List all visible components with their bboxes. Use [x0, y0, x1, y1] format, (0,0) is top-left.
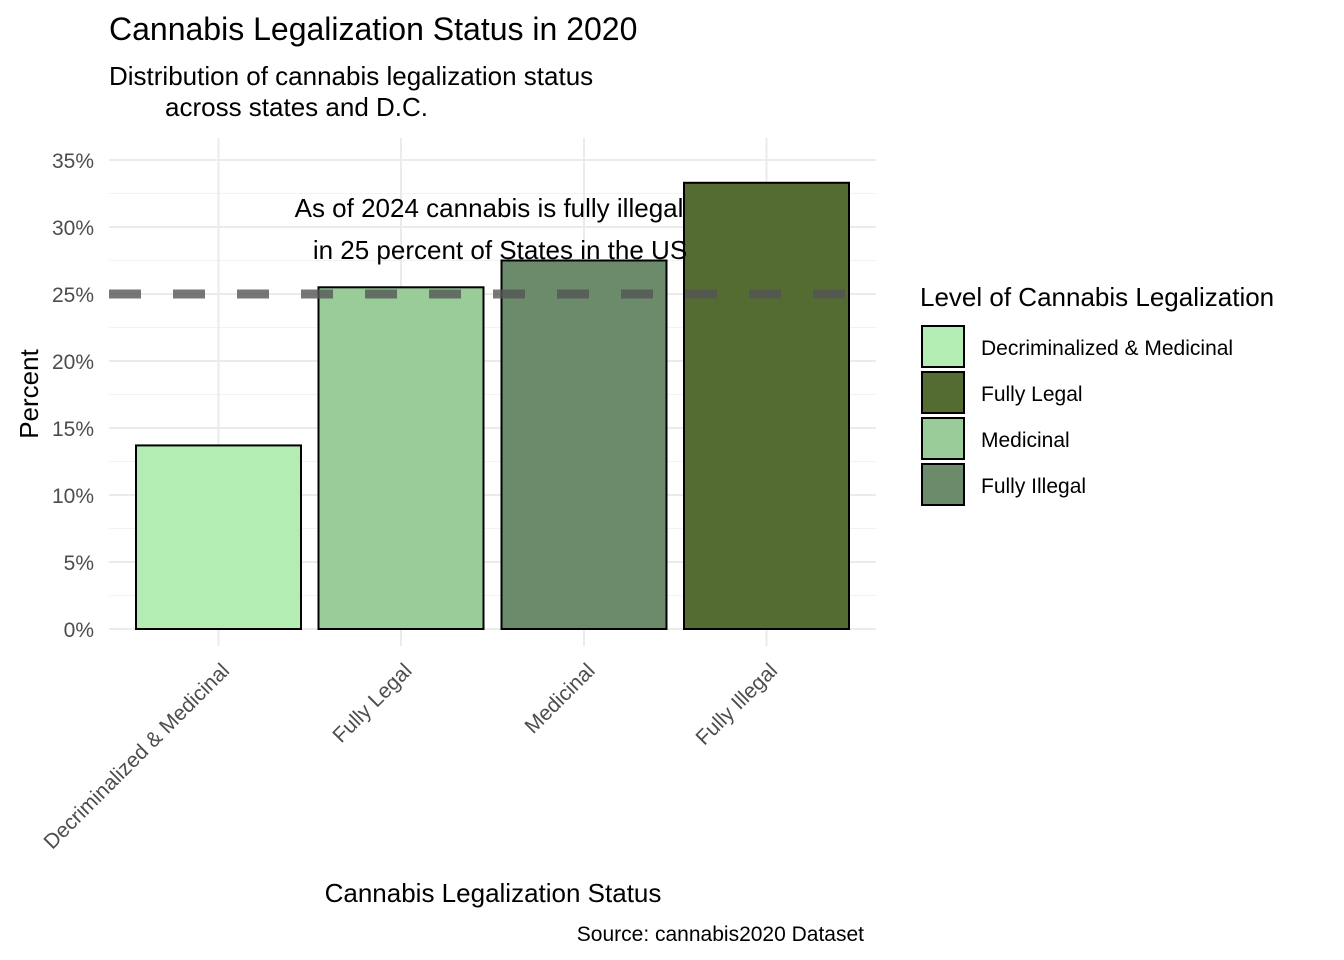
x-tick-label: Fully Illegal: [691, 659, 782, 750]
y-tick-label: 20%: [52, 351, 94, 374]
legend-key: [921, 325, 965, 368]
legend-key: [921, 371, 965, 414]
chart-subtitle-line-2: across states and D.C.: [165, 92, 428, 122]
x-tick-label: Medicinal: [521, 659, 600, 738]
x-axis-ticks: Decriminalized & Medicinal Fully Legal Med…: [40, 659, 783, 854]
y-tick-label: 15%: [52, 418, 94, 441]
chart-title: Cannabis Legalization Status in 2020: [109, 11, 637, 47]
chart-subtitle-line-1: Distribution of cannabis legalization st…: [109, 61, 593, 91]
legend-label: Decriminalized & Medicinal: [981, 337, 1233, 360]
y-tick-label: 30%: [52, 217, 94, 240]
chart-caption: Source: cannabis2020 Dataset: [577, 923, 864, 946]
y-tick-label: 35%: [52, 150, 94, 173]
annotation-line-2: in 25 percent of States in the US: [313, 235, 687, 265]
y-axis-label: Percent: [14, 348, 44, 438]
annotation-line-1: As of 2024 cannabis is fully illegal: [295, 193, 684, 223]
legend-title: Level of Cannabis Legalization: [920, 282, 1274, 312]
bar: [135, 444, 302, 631]
bar: [500, 259, 668, 630]
legend-label: Medicinal: [981, 429, 1070, 452]
legend-key: [921, 463, 965, 506]
bar: [317, 286, 485, 630]
x-axis-label: Cannabis Legalization Status: [325, 878, 662, 908]
annotation: As of 2024 cannabis is fully illegal in …: [295, 193, 688, 265]
legend-label: Fully Illegal: [981, 475, 1086, 498]
x-tick-label: Fully Legal: [328, 659, 416, 747]
y-tick-label: 0%: [64, 619, 94, 642]
x-tick-label: Decriminalized & Medicinal: [40, 659, 235, 854]
legend-label: Fully Legal: [981, 383, 1083, 406]
y-axis-ticks: 0% 5% 10% 15% 20% 25% 30% 35%: [52, 150, 94, 642]
y-tick-label: 25%: [52, 284, 94, 307]
y-tick-label: 5%: [64, 552, 94, 575]
bar: [683, 181, 850, 630]
legend-key: [921, 417, 965, 460]
y-tick-label: 10%: [52, 485, 94, 508]
bars: [135, 181, 850, 631]
legend: Level of Cannabis Legalization Decrimina…: [920, 282, 1274, 506]
